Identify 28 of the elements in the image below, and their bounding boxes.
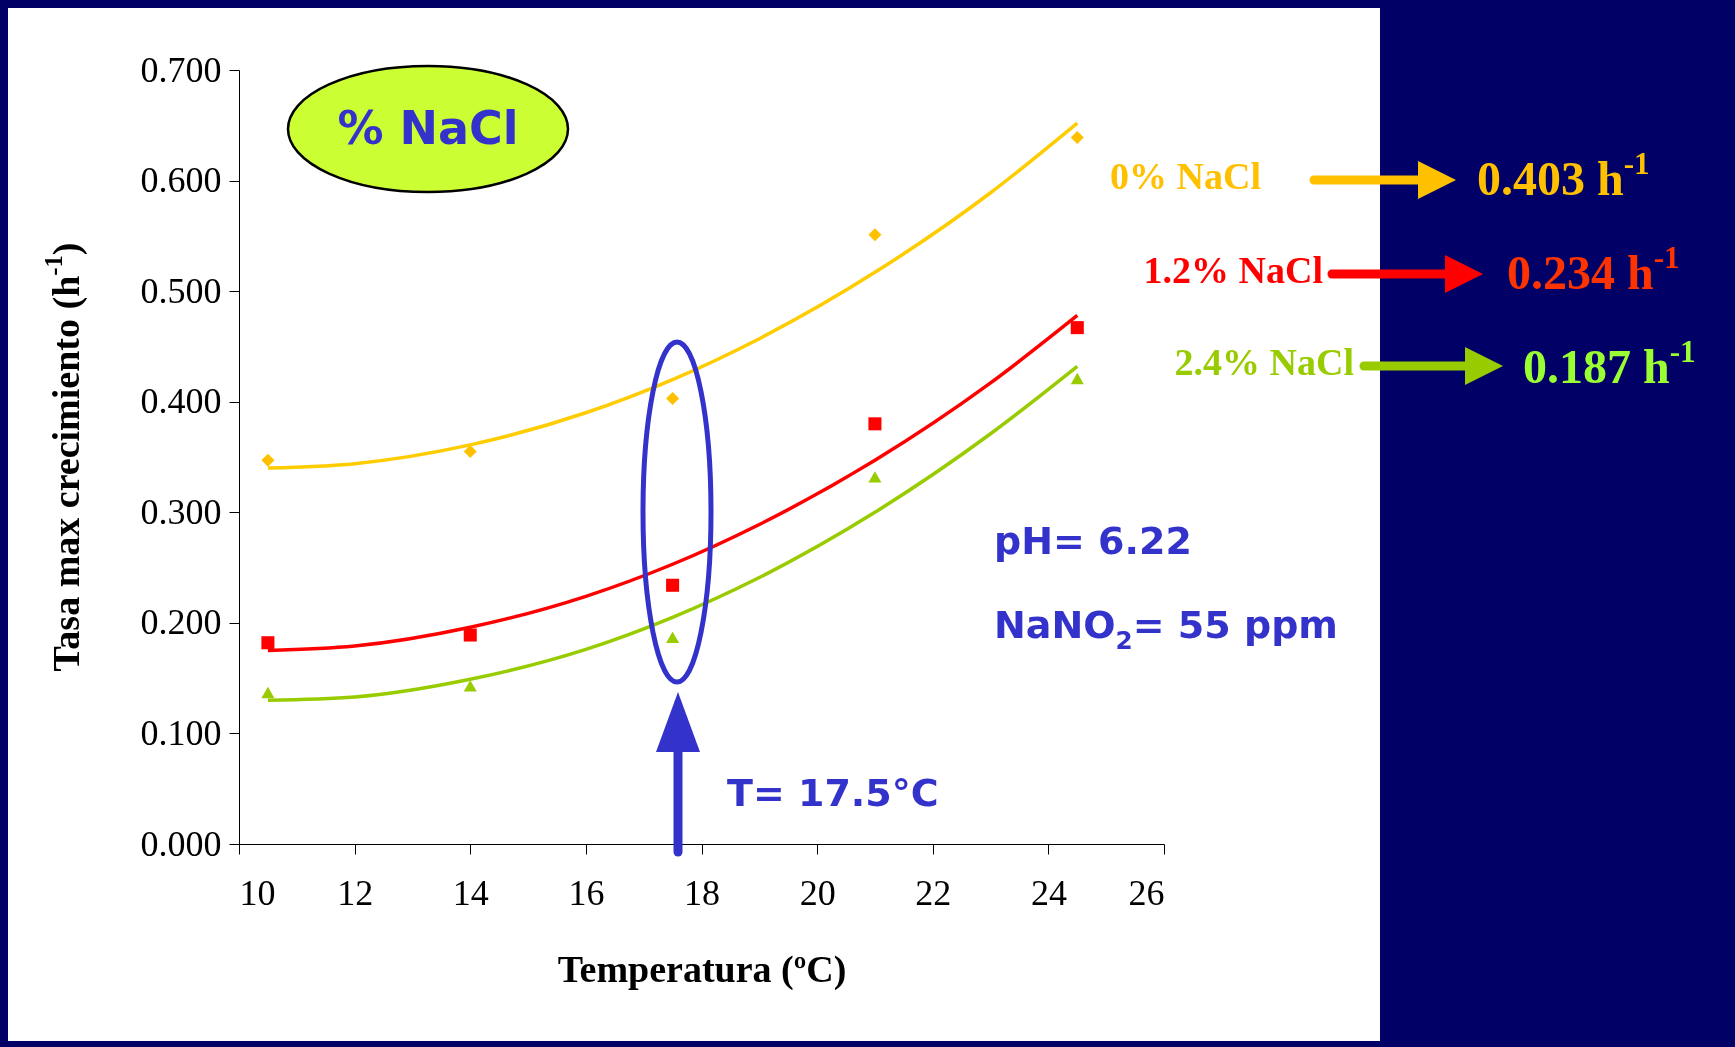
y-tick-label: 0.500 — [140, 270, 222, 311]
annotation: NaNO$_{2}$= 55 ppm — [994, 602, 1338, 655]
x-tick-label: 10 — [239, 872, 276, 913]
y-tick-label: 0.300 — [140, 491, 222, 532]
x-tick-label: 16 — [568, 872, 605, 913]
y-tick-label: 0.100 — [140, 712, 222, 753]
x-tick-label: 24 — [1030, 872, 1067, 913]
annotation: % NaCl — [337, 100, 519, 155]
x-tick-label: 22 — [915, 872, 952, 913]
y-tick-label: 0.000 — [140, 823, 222, 864]
x-axis-title: Temperatura (ºC) — [557, 947, 847, 991]
legend-label: 0% NaCl — [1110, 154, 1261, 197]
text: 0.403 h$^{-1}$ — [1477, 145, 1650, 206]
x-tick-label: 12 — [337, 872, 374, 913]
y-tick-label: 0.600 — [140, 160, 222, 201]
x-tick-label: 18 — [684, 872, 720, 913]
legend-label: 2.4% NaCl — [1174, 340, 1354, 383]
y-tick-label: 0.700 — [140, 49, 222, 90]
x-tick-label: 14 — [452, 872, 489, 913]
y-tick-label: 0.200 — [140, 602, 222, 643]
y-tick-label: 0.400 — [140, 381, 222, 422]
text: 0.187 h$^{-1}$ — [1523, 333, 1696, 394]
legend-label: 1.2% NaCl — [1143, 248, 1323, 291]
x-tick-label: 20 — [799, 872, 836, 913]
x-tick-label: 26 — [1128, 872, 1165, 913]
annotation: pH= 6.22 — [994, 518, 1192, 563]
annotation: T= 17.5°C — [727, 770, 939, 815]
text: 0.234 h$^{-1}$ — [1507, 239, 1680, 300]
